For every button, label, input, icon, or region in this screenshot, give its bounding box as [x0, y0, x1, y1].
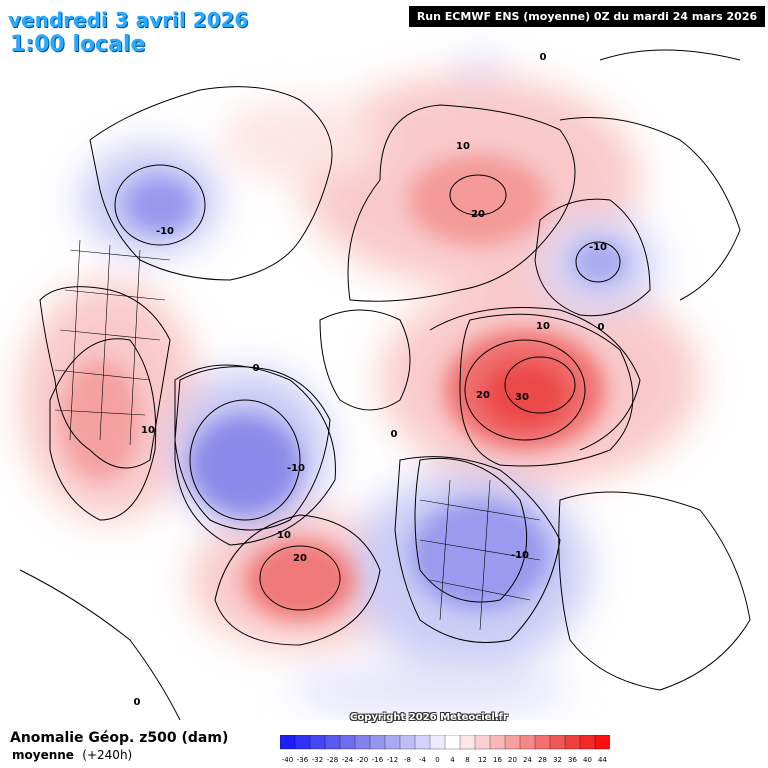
- forecast-date: vendredi 3 avril 2026: [8, 8, 249, 32]
- scale-label: 0: [435, 756, 439, 764]
- label-scandinavia-russia-high: 30: [515, 392, 529, 403]
- label-arctic-russia-high: 20: [471, 209, 485, 220]
- scale-swatch: [519, 735, 536, 750]
- scale-swatch: [294, 735, 311, 750]
- copyright: Copyright 2026 Meteociel.fr: [350, 712, 508, 723]
- scale-swatch: [354, 735, 371, 750]
- scale-label: -20: [357, 756, 368, 764]
- lead-time: (+240h): [82, 748, 133, 762]
- scale-label: 28: [538, 756, 547, 764]
- scale-label: -28: [327, 756, 338, 764]
- contours: [49, 104, 651, 646]
- variable-subtitle-text: moyenne: [12, 748, 74, 762]
- label-zero-bottom: 0: [134, 697, 141, 708]
- scale-swatch: [369, 735, 386, 750]
- scale-swatch: [414, 735, 431, 750]
- scale-label: -12: [387, 756, 398, 764]
- scale-swatch: [534, 735, 551, 750]
- label-zero-europe: 0: [391, 429, 398, 440]
- scale-label: 40: [583, 756, 592, 764]
- scale-label: 8: [465, 756, 469, 764]
- label-zero-top: 0: [540, 52, 547, 63]
- scale-swatch: [399, 735, 416, 750]
- scale-label: 12: [478, 756, 487, 764]
- label-north-atlantic-high: 20: [293, 553, 307, 564]
- scale-swatch: [594, 735, 610, 750]
- scale-swatch: [280, 735, 296, 750]
- scale-label: 44: [598, 756, 607, 764]
- anomaly-map: -10 20 -10 30 -10 20 -10 10 0 10 10 20 0…: [19, 49, 751, 720]
- scale-swatch: [549, 735, 566, 750]
- label-twenty-scandinavia: 20: [476, 390, 490, 401]
- scale-label: 4: [450, 756, 455, 764]
- scale-swatch: [474, 735, 491, 750]
- label-eastern-usa-high: 10: [141, 425, 155, 436]
- scale-swatch: [579, 735, 596, 750]
- scale-label: -8: [404, 756, 411, 764]
- scale-label: 24: [523, 756, 532, 764]
- scale-swatch: [384, 735, 401, 750]
- label-europe-low: -10: [511, 550, 529, 561]
- scale-swatch: [429, 735, 446, 750]
- scale-label: -32: [312, 756, 323, 764]
- label-ten-atlantic: 10: [277, 530, 291, 541]
- forecast-time: 1:00 locale: [10, 32, 146, 57]
- contour-labels: -10 20 -10 30 -10 20 -10 10 0 10 10 20 0…: [134, 52, 608, 708]
- color-scale: -40 -36 -32 -28 -24 -20 -16 -12 -8 -4 0 4 8 12 16 20 24 2…: [280, 735, 610, 764]
- scale-label: -24: [342, 756, 354, 764]
- anomaly-cores: [60, 155, 628, 620]
- scale-swatch: [489, 735, 506, 750]
- label-ten-scandinavia: 10: [536, 321, 550, 332]
- coastlines: [19, 49, 751, 720]
- scale-swatch: [309, 735, 326, 750]
- scale-label: -4: [419, 756, 427, 764]
- label-zero-greenland: 0: [253, 363, 260, 374]
- label-western-canada-low: -10: [156, 226, 174, 237]
- variable-title: Anomalie Géop. z500 (dam): [10, 730, 229, 746]
- scale-swatch: [324, 735, 341, 750]
- run-info: Run ECMWF ENS (moyenne) 0Z du mardi 24 m…: [409, 6, 765, 27]
- scale-swatch: [444, 735, 461, 750]
- scale-swatch: [339, 735, 356, 750]
- scale-swatch: [459, 735, 476, 750]
- scale-label: 16: [493, 756, 502, 764]
- label-ten-russia: 10: [456, 141, 470, 152]
- label-central-asia-low: -10: [589, 242, 607, 253]
- label-greenland-low: -10: [287, 463, 305, 474]
- scale-label: -16: [372, 756, 384, 764]
- scale-swatch: [504, 735, 521, 750]
- label-zero-asia: 0: [598, 322, 605, 333]
- scale-swatch: [564, 735, 581, 750]
- scale-label: -40: [282, 756, 293, 764]
- scale-label: -36: [297, 756, 309, 764]
- scale-label: 36: [568, 756, 577, 764]
- scale-label: 20: [508, 756, 517, 764]
- variable-subtitle: moyenne (+240h): [12, 748, 132, 762]
- scale-label: 32: [553, 756, 562, 764]
